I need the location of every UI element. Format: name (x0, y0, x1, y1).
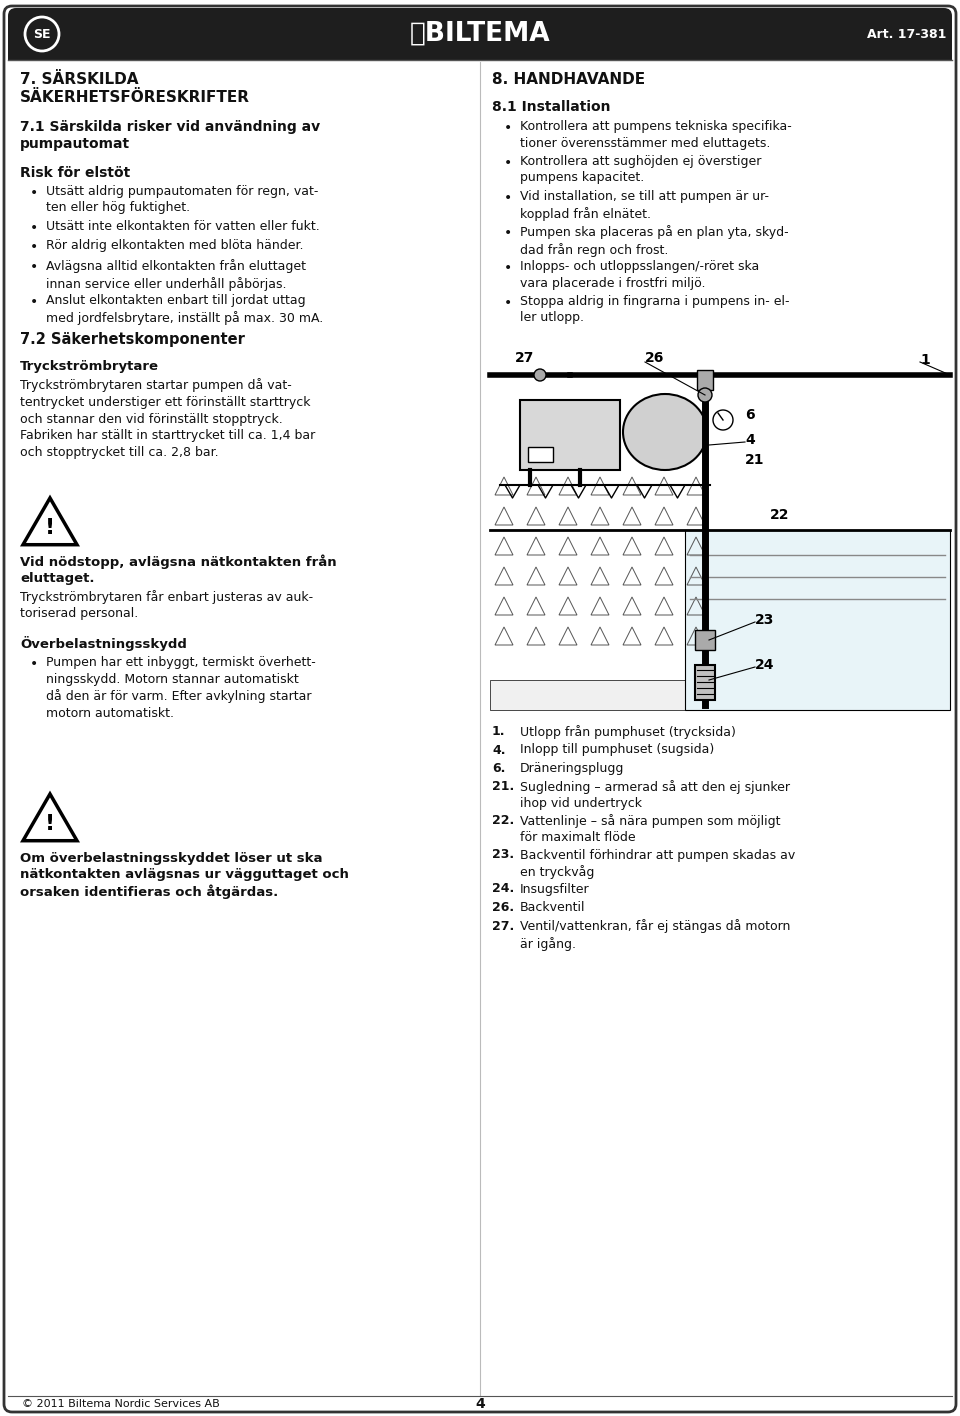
Text: Inlopps- och utloppsslangen/-röret ska
vara placerade i frostfri miljö.: Inlopps- och utloppsslangen/-röret ska v… (520, 261, 759, 289)
Text: 22.: 22. (492, 814, 515, 827)
Text: Om överbelastningsskyddet löser ut ska
nätkontakten avlägsnas ur vägguttaget och: Om överbelastningsskyddet löser ut ska n… (20, 852, 348, 899)
Text: 6.: 6. (492, 762, 505, 775)
Text: Stoppa aldrig in fingrarna i pumpens in- el-
ler utlopp.: Stoppa aldrig in fingrarna i pumpens in-… (520, 295, 789, 324)
Text: Inlopp till pumphuset (sugsida): Inlopp till pumphuset (sugsida) (520, 743, 714, 756)
Text: •: • (30, 261, 38, 275)
Text: Vid nödstopp, avlägsna nätkontakten från
eluttaget.: Vid nödstopp, avlägsna nätkontakten från… (20, 554, 337, 585)
Polygon shape (23, 498, 77, 545)
Text: Rör aldrig elkontakten med blöta händer.: Rör aldrig elkontakten med blöta händer. (46, 239, 303, 252)
Text: 1: 1 (920, 353, 929, 367)
Bar (490, 680, 720, 709)
Text: Ventil/vattenkran, får ej stängas då motorn
är igång.: Ventil/vattenkran, får ej stängas då mot… (520, 919, 790, 950)
Bar (695, 666, 715, 700)
Text: Risk för elstöt: Risk för elstöt (20, 166, 131, 180)
Text: Backventil: Backventil (520, 901, 586, 913)
Text: Kontrollera att sughöjden ej överstiger
pumpens kapacitet.: Kontrollera att sughöjden ej överstiger … (520, 154, 761, 184)
Text: 6: 6 (745, 408, 755, 422)
Text: •: • (504, 156, 513, 170)
Text: •: • (504, 191, 513, 205)
Text: Tryckströmbrytaren får enbart justeras av auk-
toriserad personal.: Tryckströmbrytaren får enbart justeras a… (20, 590, 313, 620)
Text: 26.: 26. (492, 901, 515, 913)
Text: Sugledning – armerad så att den ej sjunker
ihop vid undertryck: Sugledning – armerad så att den ej sjunk… (520, 780, 790, 810)
Text: Vattenlinje – så nära pumpen som möjligt
för maximalt flöde: Vattenlinje – så nära pumpen som möjligt… (520, 814, 780, 844)
Text: 26: 26 (645, 351, 664, 365)
Text: Överbelastningsskydd: Överbelastningsskydd (20, 636, 187, 651)
Text: 24.: 24. (492, 882, 515, 895)
Circle shape (713, 411, 733, 430)
Text: 27: 27 (515, 351, 535, 365)
Text: 24: 24 (755, 658, 775, 673)
Text: Avlägsna alltid elkontakten från eluttaget
innan service eller underhåll påbörja: Avlägsna alltid elkontakten från eluttag… (46, 259, 306, 290)
Text: •: • (30, 295, 38, 309)
Text: Art. 17-381: Art. 17-381 (867, 27, 946, 41)
Text: Anslut elkontakten enbart till jordat uttag
med jordfelsbrytare, inställt på max: Anslut elkontakten enbart till jordat ut… (46, 295, 324, 324)
Text: 1.: 1. (492, 725, 506, 738)
Text: Insugsfilter: Insugsfilter (520, 882, 589, 895)
Text: Vid installation, se till att pumpen är ur-
kopplad från elnätet.: Vid installation, se till att pumpen är … (520, 190, 769, 221)
Text: Dräneringsplugg: Dräneringsplugg (520, 762, 624, 775)
Text: •: • (504, 261, 513, 275)
Text: ⬛BILTEMA: ⬛BILTEMA (410, 21, 550, 47)
Polygon shape (23, 794, 77, 841)
Text: 22: 22 (770, 508, 789, 523)
Bar (685, 530, 950, 709)
Text: 4.: 4. (492, 743, 506, 756)
Text: Kontrollera att pumpens tekniska specifika-
tioner överensstämmer med eluttagets: Kontrollera att pumpens tekniska specifi… (520, 120, 792, 150)
Text: Tryckströmbrytare: Tryckströmbrytare (20, 360, 159, 372)
Text: Utsätt inte elkontakten för vatten eller fukt.: Utsätt inte elkontakten för vatten eller… (46, 219, 320, 234)
Text: Pumpen ska placeras på en plan yta, skyd-
dad från regn och frost.: Pumpen ska placeras på en plan yta, skyd… (520, 225, 788, 256)
Circle shape (698, 388, 712, 402)
Text: •: • (504, 227, 513, 239)
Bar (520, 399, 620, 470)
FancyBboxPatch shape (4, 6, 956, 1412)
Text: !: ! (45, 518, 55, 538)
Text: •: • (504, 120, 513, 135)
Text: Utsätt aldrig pumpautomaten för regn, vat-
ten eller hög fuktighet.: Utsätt aldrig pumpautomaten för regn, va… (46, 185, 319, 214)
Text: 7.1 Särskilda risker vid användning av
pumpautomat: 7.1 Särskilda risker vid användning av p… (20, 120, 320, 150)
Bar (697, 370, 713, 389)
Text: •: • (30, 221, 38, 235)
Text: 4: 4 (745, 433, 755, 447)
Text: 23: 23 (755, 613, 775, 627)
Text: 7.2 Säkerhetskomponenter: 7.2 Säkerhetskomponenter (20, 331, 245, 347)
Text: Utlopp från pumphuset (trycksida): Utlopp från pumphuset (trycksida) (520, 725, 736, 739)
Text: 4: 4 (475, 1398, 485, 1410)
Bar (8, 34, 952, 59)
Text: •: • (30, 657, 38, 671)
Text: !: ! (45, 814, 55, 834)
Text: Backventil förhindrar att pumpen skadas av
en tryckvåg: Backventil förhindrar att pumpen skadas … (520, 848, 795, 879)
Text: Tryckströmbrytaren startar pumpen då vat-
tentrycket understiger ett förinställt: Tryckströmbrytaren startar pumpen då vat… (20, 378, 315, 459)
Text: 27.: 27. (492, 919, 515, 933)
Bar (528, 447, 553, 462)
Circle shape (534, 370, 546, 381)
Text: © 2011 Biltema Nordic Services AB: © 2011 Biltema Nordic Services AB (22, 1399, 220, 1409)
Text: 21: 21 (745, 453, 764, 467)
Text: 23.: 23. (492, 848, 515, 861)
Text: 8. HANDHAVANDE: 8. HANDHAVANDE (492, 72, 645, 86)
Text: 7. SÄRSKILDA
SÄKERHETSFÖRESKRIFTER: 7. SÄRSKILDA SÄKERHETSFÖRESKRIFTER (20, 72, 250, 105)
Text: 21.: 21. (492, 780, 515, 793)
Bar (695, 630, 715, 650)
Text: SE: SE (34, 27, 51, 41)
Text: 8.1 Installation: 8.1 Installation (492, 101, 611, 115)
Ellipse shape (623, 394, 707, 470)
FancyBboxPatch shape (8, 8, 952, 59)
Text: Pumpen har ett inbyggt, termiskt överhett-
ningsskydd. Motorn stannar automatisk: Pumpen har ett inbyggt, termiskt överhet… (46, 656, 316, 719)
Text: •: • (504, 296, 513, 310)
Text: •: • (30, 241, 38, 255)
Text: •: • (30, 185, 38, 200)
